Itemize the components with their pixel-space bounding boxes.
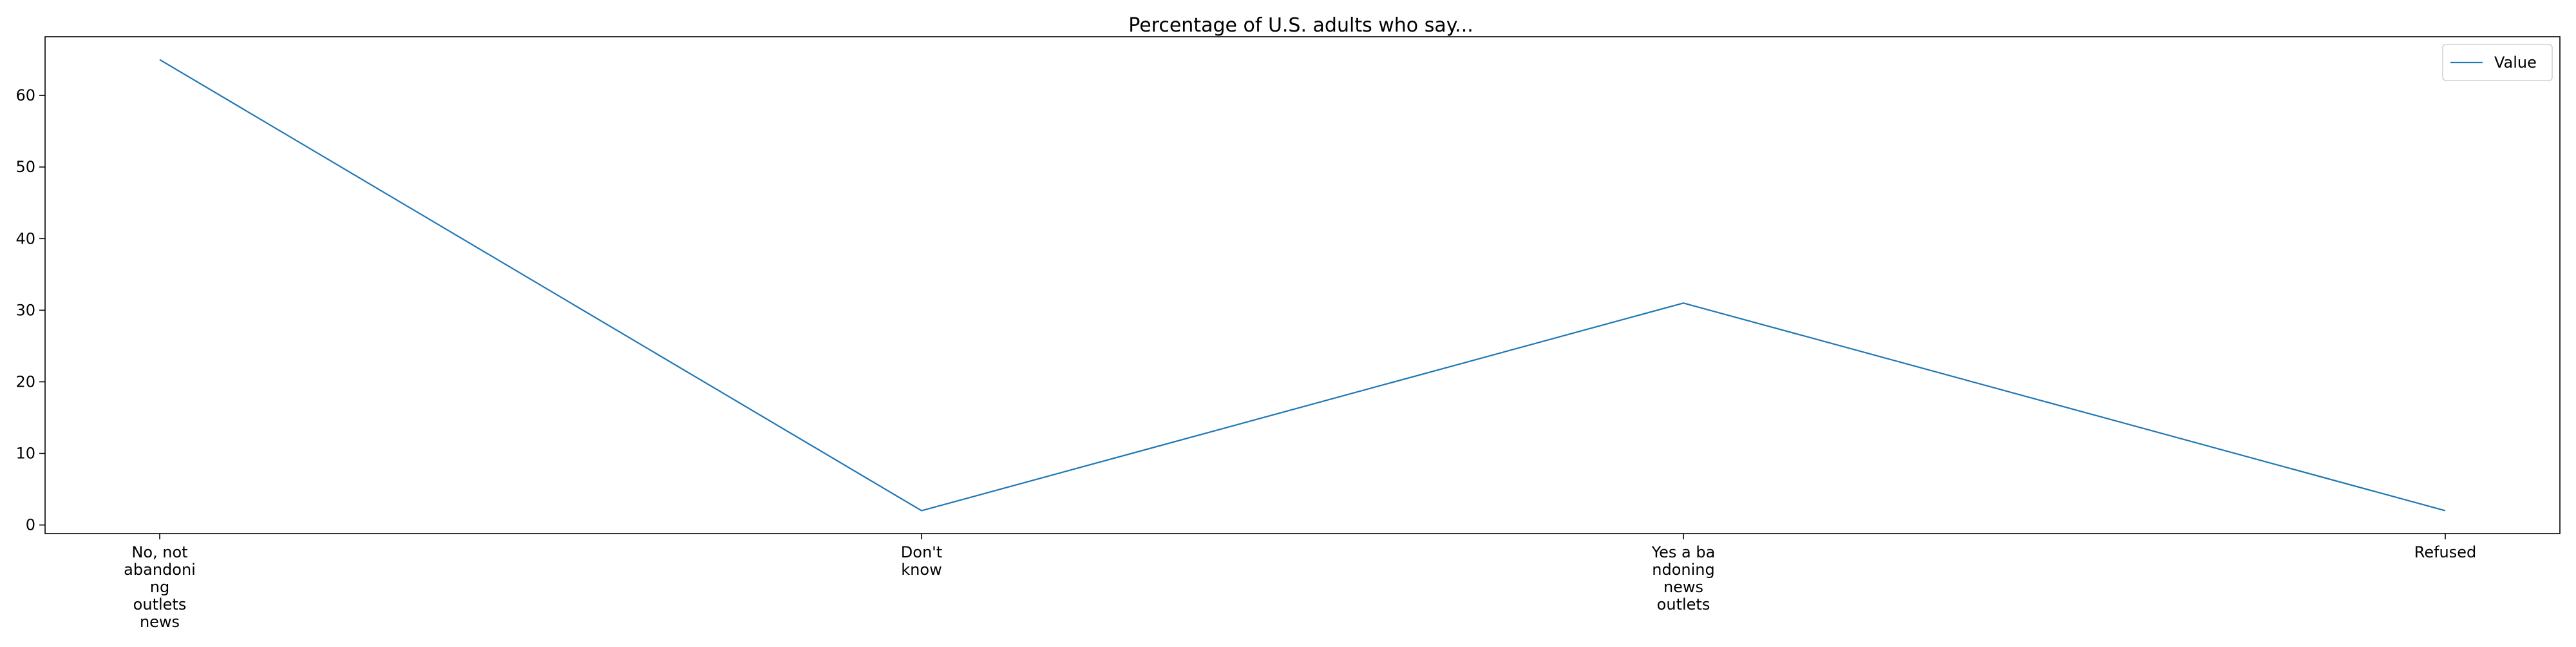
series-line-value [160, 60, 2445, 511]
y-tick-label: 60 [15, 86, 35, 104]
y-tick-label: 40 [15, 229, 35, 247]
y-axis: 0 10 20 30 40 50 60 [15, 86, 45, 534]
plot-area [45, 37, 2560, 534]
x-tick-label: Refused [2414, 543, 2477, 561]
y-tick-label: 30 [15, 301, 35, 319]
series-layer [160, 59, 2445, 510]
y-tick-label: 50 [15, 158, 35, 176]
y-tick-label: 0 [26, 516, 35, 534]
legend-label: Value [2494, 53, 2537, 72]
chart-title: Percentage of U.S. adults who say... [1128, 14, 1473, 37]
legend[interactable]: Value [2443, 44, 2552, 81]
y-tick-label: 20 [15, 372, 35, 391]
y-tick-label: 10 [15, 445, 35, 463]
